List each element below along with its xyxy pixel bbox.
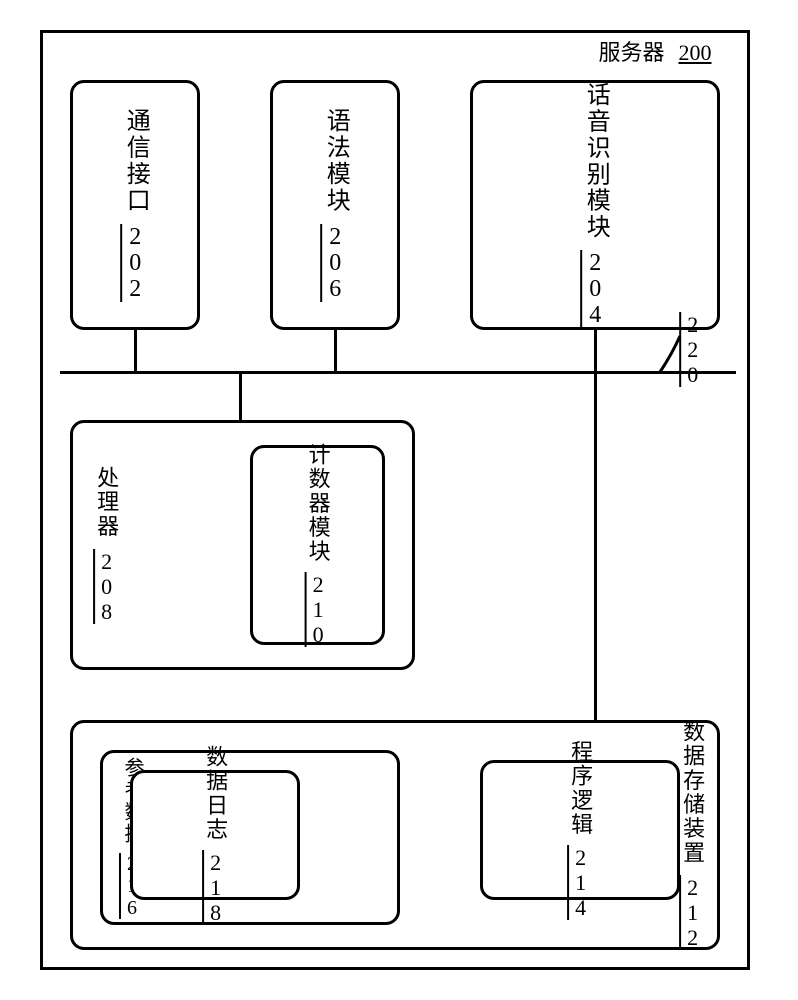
counter-module-label: 计数器模块 210 [250, 445, 385, 645]
processor-label-text: 处理器 [94, 466, 118, 539]
data-storage-label-text: 数据存储装置 [680, 720, 704, 865]
processor-label: 处理器 208 [84, 440, 128, 650]
counter-module-label-num: 210 [305, 572, 329, 647]
data-log-label-num: 218 [203, 850, 227, 925]
program-logic-label: 程序逻辑214 [480, 760, 680, 900]
bus-num: 220 [680, 312, 704, 392]
counter-module-label-text: 计数器模块 [305, 443, 329, 564]
diagram-stage: 服务器200通信接口202语法模块206话音识别模块204220处理器208计数… [0, 0, 798, 1000]
connector-processor [239, 372, 242, 420]
data-log-label-text: 数据日志 [203, 745, 227, 842]
data-log-label: 数据日志218 [130, 770, 300, 900]
connector-comm [134, 330, 137, 372]
data-storage-label-num: 212 [680, 875, 704, 950]
connector-speech_to_storage [594, 372, 597, 720]
program-logic-label-num: 214 [568, 845, 592, 920]
connector-grammar [334, 330, 337, 372]
program-logic-label-text: 程序逻辑 [568, 740, 592, 837]
connector-speech_top [594, 330, 597, 372]
processor-label-num: 208 [94, 549, 118, 624]
